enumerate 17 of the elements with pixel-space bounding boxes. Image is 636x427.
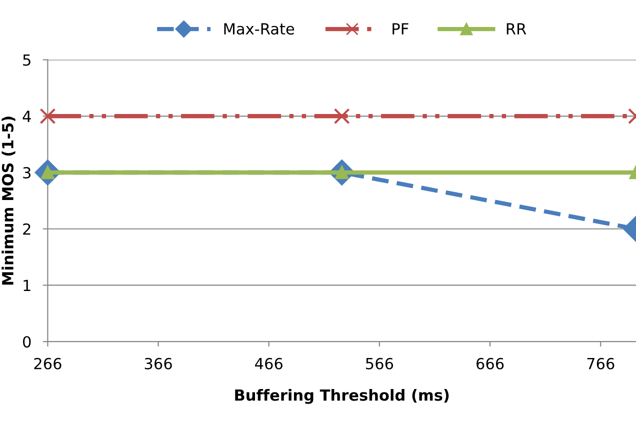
y-axis-title: Minimum MOS (1-5) [2,116,16,285]
x-axis-title: Buffering Threshold (ms) [235,389,449,404]
legend-label: PF [392,23,408,34]
y-tick-label: 2 [23,223,30,235]
y-tick-label: 5 [23,54,30,66]
y-tick-label: 4 [22,110,31,122]
y-tick-label: 1 [24,280,30,292]
legend-label: Max-Rate [224,23,294,35]
legend-label: RR [506,23,526,34]
y-tick-label: 0 [23,336,31,348]
x-tick-label: 666 [476,358,504,370]
x-tick-label: 566 [366,358,394,370]
x-tick-label: 366 [144,358,172,370]
x-tick-label: 266 [34,358,62,370]
x-tick-label: 466 [255,358,282,370]
x-tick-label: 766 [587,358,614,370]
y-tick-label: 3 [23,166,31,179]
